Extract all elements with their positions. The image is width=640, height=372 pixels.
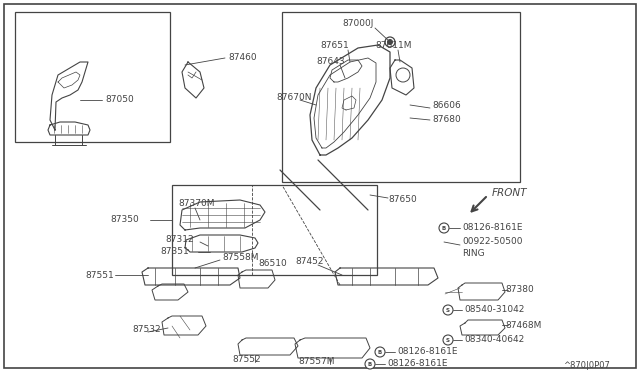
- Text: 87651: 87651: [320, 42, 349, 51]
- Text: 87312: 87312: [165, 235, 194, 244]
- Text: 87460: 87460: [228, 54, 257, 62]
- Text: 87351: 87351: [160, 247, 189, 257]
- Circle shape: [396, 68, 410, 82]
- Text: ^870|0P07: ^870|0P07: [563, 360, 610, 369]
- Text: 87680: 87680: [432, 115, 461, 124]
- Text: 87350: 87350: [110, 215, 139, 224]
- Circle shape: [439, 223, 449, 233]
- Circle shape: [443, 335, 453, 345]
- Text: 86606: 86606: [432, 102, 461, 110]
- Bar: [172, 185, 377, 275]
- Text: 86510: 86510: [258, 260, 287, 269]
- Text: S: S: [446, 308, 450, 312]
- Text: 87532: 87532: [132, 326, 161, 334]
- Text: 87558M: 87558M: [222, 253, 259, 263]
- Text: 87050: 87050: [105, 96, 134, 105]
- Text: 08126-8161E: 08126-8161E: [462, 224, 522, 232]
- Text: B: B: [378, 350, 382, 355]
- Text: 08540-31042: 08540-31042: [464, 305, 524, 314]
- Text: FRONT: FRONT: [492, 188, 527, 198]
- Bar: [15, 12, 170, 142]
- Text: 87650: 87650: [388, 196, 417, 205]
- Circle shape: [387, 39, 392, 45]
- Text: B: B: [442, 225, 446, 231]
- Circle shape: [443, 305, 453, 315]
- Circle shape: [365, 359, 375, 369]
- Circle shape: [385, 37, 395, 47]
- Text: 87452: 87452: [295, 257, 323, 266]
- Text: 87670N: 87670N: [276, 93, 312, 103]
- Text: 87370M: 87370M: [178, 199, 214, 208]
- Text: 08340-40642: 08340-40642: [464, 336, 524, 344]
- Text: 08126-8161E: 08126-8161E: [387, 359, 447, 369]
- Text: 87643: 87643: [316, 58, 344, 67]
- Text: 87551: 87551: [85, 270, 114, 279]
- Text: 87000J: 87000J: [342, 19, 373, 29]
- Text: 87380: 87380: [505, 285, 534, 295]
- Text: 87552: 87552: [232, 356, 260, 365]
- Text: B: B: [368, 362, 372, 366]
- Text: 08126-8161E: 08126-8161E: [397, 347, 458, 356]
- Text: 87557M: 87557M: [298, 357, 335, 366]
- Text: 87468M: 87468M: [505, 321, 541, 330]
- Text: 00922-50500: 00922-50500: [462, 237, 522, 247]
- Bar: [282, 12, 520, 182]
- Circle shape: [375, 347, 385, 357]
- Text: 87611M: 87611M: [375, 42, 412, 51]
- Text: RING: RING: [462, 250, 484, 259]
- Text: S: S: [446, 337, 450, 343]
